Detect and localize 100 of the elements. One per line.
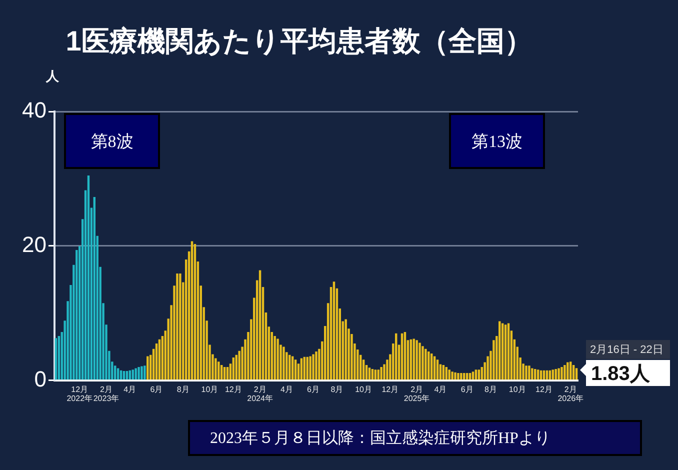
bar [507,323,510,380]
bar [454,372,456,380]
x-tick-label: 2月 2023年 [93,385,120,403]
bar [412,338,415,380]
bar [418,342,421,380]
bar [368,368,371,380]
bar [332,282,336,380]
x-tick-label: 2月 2024年 [247,385,273,403]
bar [400,333,404,380]
bar [569,362,572,380]
text: 2023年５月８日以降：国立感染症研究所HPより [188,420,642,456]
x-tick-label: 6月 [307,385,320,394]
y-axis-title: 人 [44,68,60,84]
bar [560,366,563,380]
bar [344,319,347,380]
bar [300,358,303,380]
bar [536,370,540,380]
bar [144,366,146,380]
bar [158,339,161,380]
bar [478,370,480,380]
bar [566,362,569,380]
bar [575,368,578,380]
bar [525,366,528,380]
text: 2月16日 - 22日 [586,340,670,359]
bar [309,356,312,380]
bar [114,366,116,380]
bar [448,370,450,380]
x-tick-label: 4月 [124,385,136,394]
bar [558,368,560,380]
bar [87,175,90,380]
bar [457,373,460,380]
bar [554,368,557,380]
annotation: 第13波 [449,113,545,169]
bar [294,360,297,380]
bar [155,343,158,380]
x-tick-label: 12月 [382,385,399,394]
bar [552,370,554,380]
bar [312,354,314,380]
bar [564,364,566,380]
bar [176,274,178,380]
bar [76,250,78,380]
x-tick-label: 6月 [150,385,163,394]
x-tick-label: 4月 [434,385,447,394]
bar [451,372,454,380]
bar [528,366,530,380]
bar [214,358,217,380]
x-tick-label: 8月 [176,385,190,394]
bar [501,323,504,380]
bar [430,354,433,380]
bar [93,196,96,380]
bar [498,321,501,380]
y-tick-label: 40 [22,98,46,123]
bar [232,358,235,380]
bar [460,373,462,380]
bar [428,352,430,380]
bar [282,346,285,380]
x-tick-label: 8月 [330,385,344,394]
bar [394,333,398,380]
bar [422,346,424,380]
x-tick-label: 12月 [536,385,552,394]
x-tick-label: 2月 2025年 [404,385,430,403]
bar [190,241,194,380]
bar [433,356,436,380]
x-tick-label: 12月 2022年 [66,385,93,403]
x-tick-label: 10月 [201,385,218,394]
bar [424,348,427,380]
x-tick-label: 2月 2026年 [558,385,584,403]
chart-title: 1医療機関あたり平均患者数（全国） [66,26,532,57]
annotation: 第8波 [64,113,160,169]
bar [410,339,412,380]
bar [138,366,140,380]
bar [531,368,534,380]
x-tick-label: 6月 [460,385,474,394]
bar [179,274,182,380]
bar [194,244,196,380]
bar [504,324,507,380]
bar [416,340,418,380]
x-tick-label: 4月 [280,385,293,394]
bar [276,338,279,380]
bar [132,370,134,380]
bar [474,370,478,380]
bar [218,362,220,380]
bar [146,356,149,380]
bar [54,338,58,380]
x-tick-label: 10月 [508,385,526,394]
y-tick-label: 0 [34,366,46,392]
bar [472,372,474,380]
bar [374,370,376,380]
text: 1.83人 [586,360,670,386]
bar [377,370,380,380]
bar [58,336,60,380]
bar [291,356,294,380]
bar [315,352,318,380]
y-tick-label: 20 [22,232,46,258]
x-tick-label: 12月 [224,385,242,394]
bar [140,366,143,380]
bar [404,332,406,380]
bar [274,336,276,380]
bar [134,368,137,380]
bar [436,360,439,380]
